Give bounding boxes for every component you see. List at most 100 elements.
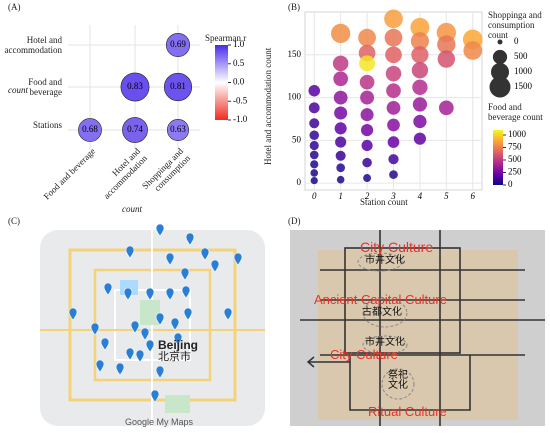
bubble: [310, 176, 318, 185]
bubble: [387, 118, 400, 132]
bubble: [334, 122, 347, 135]
value-label: 0.69: [170, 39, 186, 49]
arrow: [306, 356, 350, 368]
map-pins: [68, 223, 243, 403]
map-pin: [135, 349, 145, 363]
bubble: [384, 28, 403, 47]
colorbar-tick-label: 750: [508, 142, 522, 152]
bubble: [413, 114, 427, 129]
value-label: 0.63: [170, 124, 186, 134]
map-credit: Google My Maps: [125, 417, 194, 427]
bubble: [411, 62, 429, 79]
map-pin: [155, 223, 165, 237]
value-label: 0.83: [127, 81, 143, 91]
size-legend-title: Shoppinga and consumption count: [488, 10, 542, 40]
bubble: [333, 90, 348, 105]
bubble: [360, 108, 374, 122]
bubble: [309, 150, 319, 160]
correlation-circle: [122, 117, 148, 143]
correlation-circle: [165, 32, 191, 58]
map-pin: [181, 285, 191, 299]
panel-label: (C): [8, 216, 20, 226]
colorbar-tick-label: 1000: [508, 129, 527, 139]
map-pin: [173, 332, 183, 346]
panel-label: (A): [8, 2, 21, 12]
colorbar-tick-label: 500: [508, 154, 522, 164]
map-pin: [130, 320, 140, 334]
zone-label: City Culture: [330, 347, 398, 362]
city-label-cn: 北京市: [158, 350, 191, 363]
bubble: [412, 79, 428, 95]
bubble: [385, 65, 402, 82]
y-tick-label: 0: [297, 177, 302, 187]
size-legend-label: 1000: [514, 66, 533, 76]
x-tick-label: 6: [471, 191, 476, 201]
map-d-roads: [300, 230, 545, 426]
size-legend-key: [497, 39, 503, 45]
map-pin: [145, 339, 155, 353]
map-pin: [170, 317, 180, 331]
colorbar-tick-label: -0.5: [233, 95, 248, 105]
bubble: [309, 140, 319, 151]
colorbar-title: Spearman r: [205, 33, 247, 43]
bubble: [310, 160, 319, 169]
bubble: [310, 169, 319, 177]
bubble: [412, 97, 428, 112]
zone-label: Ancient Capital Culture: [314, 292, 447, 307]
map-pin: [210, 259, 220, 273]
colorbar: [493, 130, 503, 185]
bubble: [309, 118, 320, 129]
bubble: [411, 46, 429, 64]
color-legend-title: Food and beverage count: [488, 102, 543, 122]
bubble: [410, 32, 429, 51]
colorbar-tick-label: 0: [508, 179, 513, 189]
city-label: Beijing: [158, 338, 199, 352]
size-legend-key: [492, 49, 508, 65]
bubble: [309, 130, 320, 140]
value-label: 0.81: [170, 81, 186, 91]
y-tick-label: Hotel and accommodation: [4, 35, 62, 55]
correlation-circle: [78, 118, 102, 142]
bubble: [388, 154, 399, 165]
panel-label: (B): [288, 2, 300, 12]
x-tick-label: 0: [312, 191, 317, 201]
x-axis-label: count: [122, 204, 142, 214]
colorbar: [215, 45, 228, 120]
bubble: [384, 9, 403, 29]
bubble: [363, 174, 372, 182]
bubble: [359, 74, 375, 90]
bubble: [362, 157, 372, 168]
map-pin: [233, 252, 243, 266]
value-label: 0.74: [127, 124, 143, 134]
bubble: [336, 175, 345, 184]
map-pin: [68, 307, 78, 321]
x-tick-label: 3: [390, 191, 396, 201]
x-tick-label: 4: [418, 191, 423, 201]
bubble: [336, 163, 346, 173]
map-pin: [223, 307, 233, 321]
bubble: [334, 106, 348, 120]
zone-label-cn: 市井文化: [365, 255, 405, 266]
bubble: [387, 136, 400, 148]
map-pin: [125, 347, 135, 361]
map-pin: [155, 365, 165, 379]
correlation-circle: [166, 118, 190, 142]
bubble: [308, 102, 320, 114]
zone-label: City Culture: [360, 239, 434, 255]
colorbar-tick-label: 0.5: [233, 58, 245, 68]
map-pin: [140, 327, 150, 341]
zone-label-cn: 古都文化: [362, 307, 402, 318]
size-legend-key: [490, 62, 510, 82]
y-tick-label: Stations: [32, 120, 62, 130]
zone-label: Ritual Culture: [368, 404, 447, 419]
bubble: [438, 100, 454, 116]
bubble: [335, 150, 346, 161]
culture-rings: [357, 252, 415, 400]
correlation-circle: [120, 72, 150, 102]
bubble: [386, 83, 401, 99]
bubble: [358, 28, 376, 47]
bubble: [332, 55, 349, 72]
bubble: [410, 17, 430, 37]
y-tick-label: 150: [288, 49, 302, 59]
